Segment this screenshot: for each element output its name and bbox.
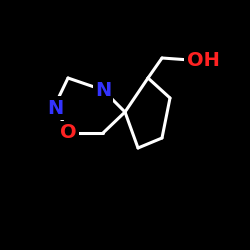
Text: OH: OH: [186, 50, 220, 70]
Text: N: N: [95, 80, 111, 100]
Text: N: N: [47, 98, 63, 117]
Text: O: O: [60, 124, 76, 142]
